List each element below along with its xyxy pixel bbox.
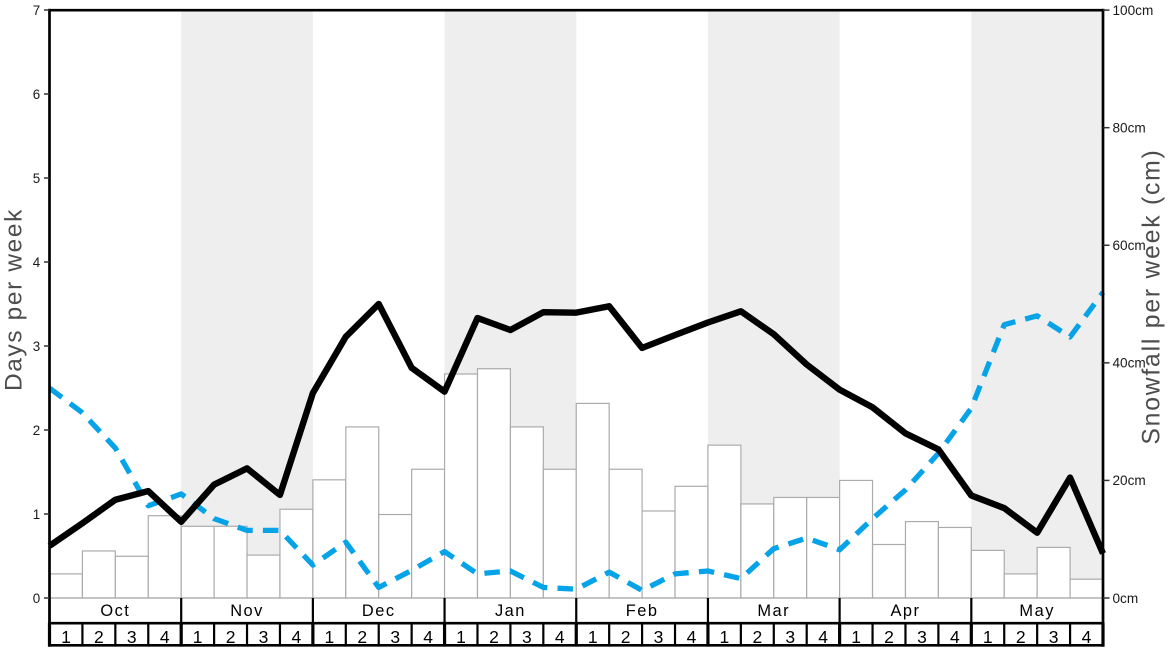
svg-text:1: 1 <box>61 627 71 647</box>
svg-text:3: 3 <box>1049 627 1059 647</box>
svg-text:Jan: Jan <box>495 602 526 620</box>
svg-text:5: 5 <box>33 171 40 186</box>
svg-text:2: 2 <box>33 423 40 438</box>
svg-text:40cm: 40cm <box>1113 356 1146 371</box>
svg-text:2: 2 <box>489 627 499 647</box>
svg-text:3: 3 <box>33 339 40 354</box>
svg-text:3: 3 <box>654 627 664 647</box>
svg-text:3: 3 <box>917 627 927 647</box>
svg-text:Mar: Mar <box>757 602 790 620</box>
svg-text:Snowfall per week (cm): Snowfall per week (cm) <box>1138 148 1165 444</box>
svg-text:4: 4 <box>160 627 170 647</box>
svg-text:2: 2 <box>752 627 762 647</box>
svg-text:60cm: 60cm <box>1113 238 1146 253</box>
svg-text:2: 2 <box>1016 627 1026 647</box>
svg-text:4: 4 <box>33 255 41 270</box>
svg-text:4: 4 <box>423 627 433 647</box>
svg-text:2: 2 <box>226 627 236 647</box>
svg-text:May: May <box>1019 602 1054 620</box>
svg-text:2: 2 <box>621 627 631 647</box>
svg-text:3: 3 <box>127 627 137 647</box>
svg-text:4: 4 <box>687 627 697 647</box>
svg-text:1: 1 <box>851 627 861 647</box>
svg-text:0cm: 0cm <box>1113 591 1139 606</box>
svg-text:7: 7 <box>33 3 40 18</box>
svg-text:1: 1 <box>456 627 466 647</box>
svg-text:2: 2 <box>94 627 104 647</box>
svg-text:Days per week: Days per week <box>1 208 28 391</box>
svg-text:Oct: Oct <box>100 602 130 620</box>
svg-text:3: 3 <box>390 627 400 647</box>
svg-text:6: 6 <box>33 87 40 102</box>
svg-text:4: 4 <box>292 627 302 647</box>
svg-text:Dec: Dec <box>362 602 396 620</box>
svg-text:20cm: 20cm <box>1113 473 1146 488</box>
svg-text:4: 4 <box>1082 627 1092 647</box>
svg-text:Nov: Nov <box>230 602 264 620</box>
svg-text:4: 4 <box>950 627 960 647</box>
svg-text:Apr: Apr <box>890 602 920 620</box>
svg-text:3: 3 <box>785 627 795 647</box>
svg-text:1: 1 <box>983 627 993 647</box>
svg-text:Feb: Feb <box>626 602 659 620</box>
svg-text:2: 2 <box>357 627 367 647</box>
svg-text:4: 4 <box>555 627 565 647</box>
svg-text:1: 1 <box>588 627 598 647</box>
svg-text:4: 4 <box>818 627 828 647</box>
svg-text:80cm: 80cm <box>1113 120 1146 135</box>
svg-text:3: 3 <box>259 627 269 647</box>
svg-text:3: 3 <box>522 627 532 647</box>
svg-text:100cm: 100cm <box>1113 3 1154 18</box>
svg-text:1: 1 <box>324 627 334 647</box>
svg-text:1: 1 <box>720 627 730 647</box>
svg-text:1: 1 <box>193 627 203 647</box>
svg-text:0: 0 <box>33 591 40 606</box>
svg-text:1: 1 <box>33 507 40 522</box>
svg-text:2: 2 <box>884 627 894 647</box>
